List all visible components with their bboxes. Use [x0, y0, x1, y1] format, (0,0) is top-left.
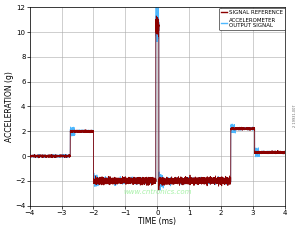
Y-axis label: ACCELERATION (g): ACCELERATION (g)	[5, 71, 14, 142]
Text: www.cntronics.com: www.cntronics.com	[123, 189, 192, 195]
Text: 2 19931-007: 2 19931-007	[293, 104, 297, 127]
X-axis label: TIME (ms): TIME (ms)	[138, 217, 176, 226]
Legend: SIGNAL REFERENCE, ACCELEROMETER
OUTPUT SIGNAL: SIGNAL REFERENCE, ACCELEROMETER OUTPUT S…	[219, 8, 285, 30]
